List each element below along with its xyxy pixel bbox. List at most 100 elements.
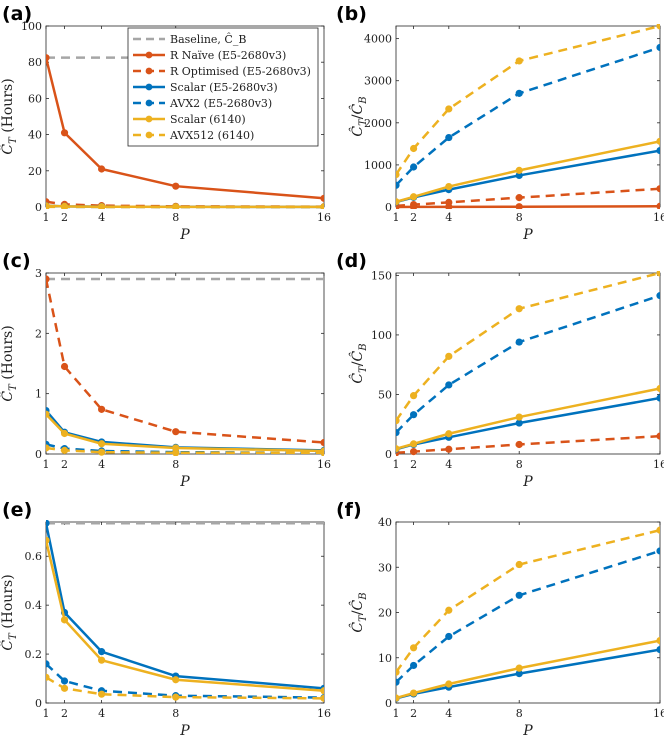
data-point: [445, 430, 453, 438]
data-point: [98, 448, 106, 456]
panel-label: (d): [336, 250, 367, 272]
axes-box: [45, 272, 325, 455]
x-tick-label: 16: [317, 458, 331, 471]
data-point: [410, 411, 418, 419]
y-axis-label: ĈT/ĈB: [348, 96, 369, 136]
x-tick-label: 1: [393, 211, 400, 224]
data-point: [656, 146, 660, 155]
data-point: [396, 428, 400, 437]
data-point: [320, 194, 324, 202]
x-tick-label: 2: [61, 458, 68, 471]
data-point: [410, 163, 418, 171]
data-point: [60, 616, 69, 624]
series-line: [46, 409, 324, 452]
x-tick-label: 16: [653, 458, 664, 471]
y-tick-label: 50: [378, 388, 392, 401]
data-point: [656, 526, 660, 534]
x-tick-label: 8: [172, 707, 179, 720]
data-point: [46, 536, 50, 544]
y-tick-label: 60: [28, 92, 42, 105]
y-axis-label: ĈT/ĈB: [348, 592, 369, 632]
series-line: [396, 294, 660, 434]
data-point: [515, 413, 523, 421]
x-tick-label: 2: [410, 707, 417, 720]
data-point: [46, 203, 50, 209]
legend-label: Baseline, Ĉ_B: [170, 32, 246, 46]
legend-marker: [145, 51, 153, 59]
x-tick-label: 1: [43, 707, 50, 720]
data-point: [98, 203, 106, 209]
data-point: [320, 203, 324, 209]
y-tick-label: 40: [378, 516, 392, 529]
data-point: [396, 668, 400, 676]
x-tick-label: 8: [516, 211, 523, 224]
data-point: [445, 133, 453, 142]
x-tick-label: 4: [445, 458, 452, 471]
series-line: [396, 205, 660, 209]
y-tick-label: 1000: [364, 159, 392, 172]
data-point: [46, 54, 50, 62]
data-point: [98, 440, 106, 448]
x-tick-label: 16: [653, 211, 664, 224]
data-point: [60, 362, 69, 371]
x-axis-label: P: [522, 474, 533, 490]
data-point: [515, 171, 523, 180]
data-point: [410, 661, 418, 670]
data-point: [445, 680, 453, 688]
legend-label: AVX512 (6140): [169, 129, 254, 142]
chart-panel: (e) 1 2 4 8 16 0 0.2 0.4 0.6 P ĈT (Hours): [0, 499, 331, 738]
data-point: [60, 429, 69, 438]
legend-label: Scalar (E5-2680v3): [170, 81, 278, 94]
axes-box: [395, 521, 661, 704]
plot-area: [396, 271, 660, 456]
plot-area: [396, 526, 660, 703]
data-point: [656, 202, 660, 209]
x-axis-label: P: [522, 227, 533, 243]
y-tick-label: 0: [385, 448, 392, 461]
data-point: [396, 445, 400, 453]
data-point: [320, 438, 324, 447]
x-tick-label: 2: [61, 211, 68, 224]
data-point: [515, 338, 523, 346]
data-point: [60, 684, 69, 692]
data-point: [445, 381, 453, 389]
data-point: [515, 419, 523, 427]
x-axis-label: P: [179, 723, 190, 738]
series-line: [396, 396, 660, 451]
x-tick-label: 4: [98, 211, 105, 224]
legend-marker: [145, 83, 153, 91]
data-point: [515, 89, 523, 97]
y-tick-label: 0: [35, 697, 42, 710]
data-point: [60, 203, 69, 209]
y-tick-label: 80: [28, 56, 42, 69]
data-point: [320, 694, 324, 702]
y-tick-label: 100: [371, 329, 392, 342]
data-point: [396, 694, 400, 702]
data-point: [410, 440, 418, 448]
y-tick-label: 100: [21, 20, 42, 33]
data-point: [445, 606, 453, 614]
y-tick-label: 0: [35, 201, 42, 214]
data-point: [172, 182, 180, 190]
panel-label: (a): [2, 3, 32, 25]
y-tick-label: 2: [35, 327, 42, 340]
data-point: [98, 690, 106, 698]
data-point: [445, 632, 453, 641]
series-line: [46, 540, 324, 693]
panel-label: (c): [2, 250, 31, 272]
x-tick-label: 8: [516, 458, 523, 471]
data-point: [445, 445, 453, 453]
data-point: [656, 646, 660, 654]
data-point: [515, 305, 523, 313]
x-axis-label: P: [179, 227, 190, 243]
x-tick-label: 2: [61, 707, 68, 720]
data-point: [515, 440, 523, 449]
data-point: [410, 193, 418, 201]
y-tick-label: 0.4: [25, 599, 43, 612]
legend-marker: [145, 131, 153, 139]
series-line: [396, 528, 660, 673]
data-point: [515, 166, 523, 174]
x-tick-label: 16: [653, 707, 664, 720]
data-point: [172, 203, 180, 209]
